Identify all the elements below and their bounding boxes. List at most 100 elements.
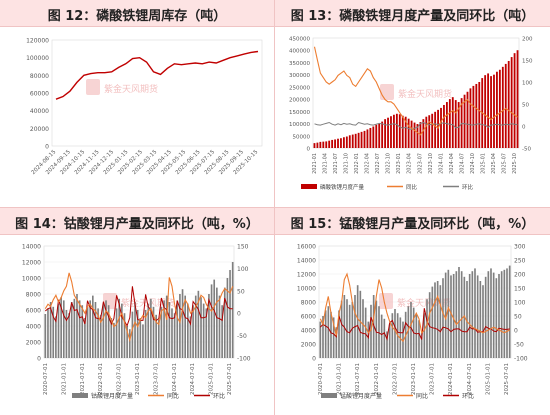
bar xyxy=(420,332,423,358)
bar xyxy=(208,294,210,358)
bar xyxy=(443,104,445,148)
x-tick-label: 2023-01-01 xyxy=(135,363,141,395)
y-right-tick-label: -50 xyxy=(237,333,247,340)
bar xyxy=(367,321,370,358)
bar xyxy=(328,140,331,148)
y-left-tick-label: 2000 xyxy=(26,340,41,347)
bar xyxy=(388,324,391,358)
bar xyxy=(218,295,221,358)
bar xyxy=(47,308,49,358)
y-right-tick-label: 150 xyxy=(522,59,533,65)
bar xyxy=(375,124,378,148)
series-line-yoy xyxy=(319,272,510,343)
bar xyxy=(155,314,157,358)
bar xyxy=(229,270,231,358)
series-line-mom xyxy=(44,286,233,327)
bar xyxy=(425,116,428,148)
x-tick-label: 2022-07-01 xyxy=(117,363,123,395)
bar xyxy=(513,53,516,148)
bar xyxy=(126,326,128,358)
x-tick-label: 2025-07-01 xyxy=(504,363,510,395)
bar xyxy=(194,295,197,358)
bar xyxy=(123,313,126,358)
bar xyxy=(363,130,366,148)
bar xyxy=(49,302,52,358)
bar xyxy=(434,282,436,358)
bar xyxy=(152,306,155,358)
x-tick-label: 2022-01 xyxy=(354,153,360,174)
x-tick-label: 2023-04 xyxy=(407,153,413,174)
watermark-text: 紫金天风期货 xyxy=(104,83,158,95)
bar xyxy=(372,126,375,148)
bar xyxy=(226,278,229,358)
legend-swatch xyxy=(321,393,337,398)
x-tick-label: 2021-07-01 xyxy=(355,363,361,395)
bar xyxy=(394,309,396,358)
bar xyxy=(498,69,501,148)
bar xyxy=(416,124,419,148)
bar xyxy=(92,295,94,358)
bar xyxy=(340,138,342,148)
bar xyxy=(476,275,479,358)
bar xyxy=(391,313,394,358)
y-right-tick-label: 0 xyxy=(522,125,526,131)
bar xyxy=(73,298,76,358)
x-tick-label: 2021-07 xyxy=(333,153,339,174)
bar xyxy=(482,285,484,358)
bar xyxy=(99,314,102,358)
bar xyxy=(426,299,428,358)
bar xyxy=(440,107,442,148)
bar xyxy=(121,303,123,358)
bar xyxy=(157,319,160,358)
bar xyxy=(113,322,115,358)
y-right-tick-label: 0 xyxy=(514,328,518,335)
bar xyxy=(372,295,375,358)
x-tick-label: 2024-04 xyxy=(449,153,455,174)
bar xyxy=(332,317,335,358)
bar xyxy=(393,114,395,148)
panel-title: 图 14：钴酸锂月产量及同环比（吨，%） xyxy=(15,217,259,232)
bar xyxy=(469,88,472,148)
y-left-tick-label: 8000 xyxy=(301,300,316,307)
bar xyxy=(223,287,226,358)
x-tick-label: 2023-07-01 xyxy=(430,363,436,395)
panel-divider-horizontal xyxy=(0,207,550,208)
bar xyxy=(192,305,194,358)
bar xyxy=(97,308,99,358)
bar xyxy=(134,302,136,358)
x-tick-label: 2022-07-01 xyxy=(392,363,398,395)
bar xyxy=(466,91,469,148)
bar xyxy=(160,306,163,358)
legend-label: 锰酸锂月度产量 xyxy=(340,392,382,400)
bar xyxy=(487,271,490,358)
x-tick-label: 2023-01-01 xyxy=(411,363,417,395)
y-left-tick-label: 0 xyxy=(307,147,311,153)
y-tick-label: 100000 xyxy=(26,55,49,62)
bar xyxy=(86,306,89,358)
bar xyxy=(455,271,458,358)
bar xyxy=(487,73,490,148)
bar xyxy=(60,297,62,358)
bar xyxy=(313,143,316,148)
y-left-tick-label: 250000 xyxy=(289,85,310,91)
series-line-yoy xyxy=(44,272,234,343)
bar xyxy=(500,271,503,358)
bar xyxy=(506,268,508,358)
bar xyxy=(413,122,416,148)
y-right-tick-label: 0 xyxy=(237,311,241,318)
x-tick-label: 2021-01-01 xyxy=(61,363,67,395)
watermark-text: 紫金天风期货 xyxy=(398,88,452,100)
x-tick-label: 2024-01-01 xyxy=(172,363,178,395)
x-tick-label: 2023-10 xyxy=(428,153,434,174)
bar xyxy=(457,102,460,148)
y-right-tick-label: 150 xyxy=(514,286,526,293)
bar xyxy=(360,131,363,148)
bar xyxy=(131,311,134,358)
bar xyxy=(55,316,57,358)
bar xyxy=(369,127,372,148)
bar xyxy=(454,100,457,148)
legend-label: 同比 xyxy=(167,392,179,400)
bar xyxy=(380,314,383,358)
bar xyxy=(89,300,91,358)
y-left-tick-label: 100000 xyxy=(289,122,310,128)
